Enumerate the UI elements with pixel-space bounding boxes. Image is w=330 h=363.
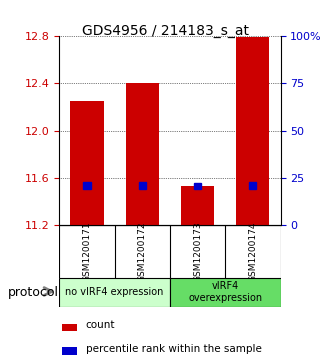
Bar <box>62 324 77 331</box>
Bar <box>170 278 280 307</box>
Bar <box>71 101 104 225</box>
Bar <box>194 183 201 189</box>
Bar <box>62 347 77 355</box>
Text: GSM1200174: GSM1200174 <box>248 221 257 282</box>
Text: GSM1200171: GSM1200171 <box>82 221 91 282</box>
Bar <box>236 37 270 225</box>
Text: GDS4956 / 214183_s_at: GDS4956 / 214183_s_at <box>82 24 248 38</box>
Text: percentile rank within the sample: percentile rank within the sample <box>86 344 262 354</box>
Bar <box>139 182 146 189</box>
Text: vIRF4
overexpression: vIRF4 overexpression <box>188 281 262 303</box>
Text: count: count <box>86 321 115 330</box>
Text: no vIRF4 expression: no vIRF4 expression <box>65 287 164 297</box>
Bar <box>83 182 91 189</box>
Bar <box>126 83 159 225</box>
Bar <box>249 182 256 189</box>
Bar <box>59 278 170 307</box>
Text: protocol: protocol <box>8 286 59 299</box>
Text: GSM1200173: GSM1200173 <box>193 221 202 282</box>
Text: GSM1200172: GSM1200172 <box>138 221 147 282</box>
Bar <box>181 185 214 225</box>
